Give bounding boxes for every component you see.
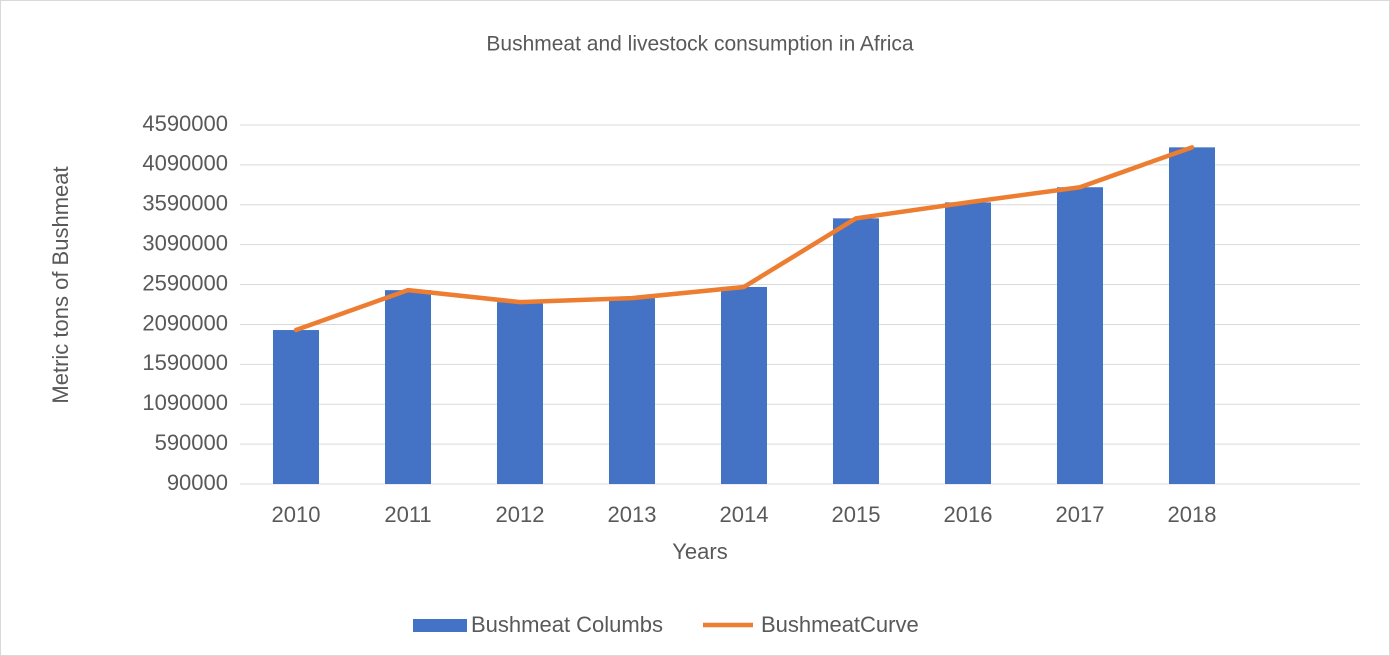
legend-swatch <box>413 619 467 632</box>
bar <box>721 286 767 484</box>
bar <box>385 290 431 484</box>
bar <box>1057 187 1103 484</box>
y-tick-label: 4090000 <box>142 151 228 176</box>
x-tick-label: 2017 <box>1056 502 1105 527</box>
bar <box>833 218 879 484</box>
y-tick-label: 90000 <box>167 470 228 495</box>
x-axis-label: Years <box>672 539 727 564</box>
y-tick-label: 2590000 <box>142 270 228 295</box>
x-tick-label: 2011 <box>384 502 431 527</box>
x-tick-label: 2014 <box>720 502 769 527</box>
bar <box>609 298 655 484</box>
y-tick-label: 1590000 <box>142 350 228 375</box>
x-tick-label: 2010 <box>272 502 321 527</box>
x-tick-label: 2015 <box>832 502 881 527</box>
y-axis-label: Metric tons of Bushmeat <box>48 166 73 403</box>
bar <box>273 330 319 484</box>
legend-label: Bushmeat Columbs <box>471 612 663 637</box>
chart-title: Bushmeat and livestock consumption in Af… <box>486 33 914 56</box>
y-tick-label: 590000 <box>155 430 228 455</box>
x-tick-label: 2016 <box>944 502 993 527</box>
legend-label: BushmeatCurve <box>761 612 919 637</box>
x-tick-label: 2013 <box>608 502 657 527</box>
y-tick-label: 3590000 <box>142 191 228 216</box>
y-tick-label: 2090000 <box>142 310 228 335</box>
bar <box>1169 147 1215 485</box>
bar <box>497 302 543 484</box>
x-tick-label: 2018 <box>1168 502 1217 527</box>
x-tick-label: 2012 <box>496 502 545 527</box>
y-tick-label: 3090000 <box>142 230 228 255</box>
y-tick-label: 1090000 <box>142 390 228 415</box>
y-tick-label: 4590000 <box>142 111 228 136</box>
bar <box>945 202 991 484</box>
line <box>293 145 1195 333</box>
